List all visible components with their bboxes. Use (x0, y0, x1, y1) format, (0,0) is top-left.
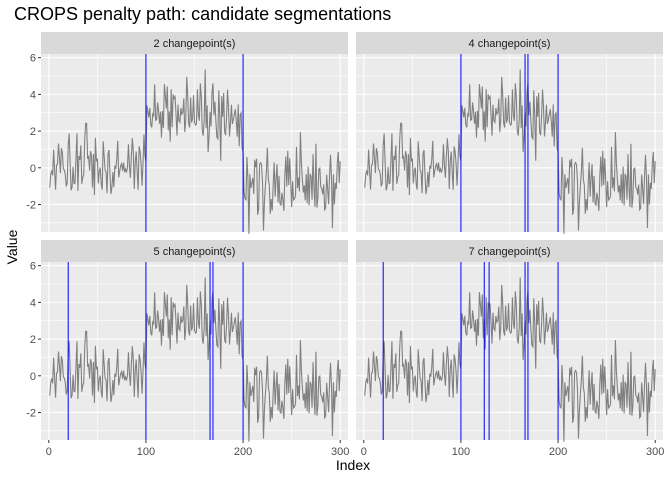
y-tick-label: 0 (30, 163, 36, 175)
y-tick-label: 4 (30, 89, 36, 101)
x-tick-label: 0 (361, 446, 367, 458)
series-line (49, 277, 341, 442)
y-tick-label: -2 (26, 407, 36, 419)
y-tick-label: 2 (30, 126, 36, 138)
series-line (364, 69, 656, 234)
x-tick-label: 100 (452, 446, 470, 458)
facet-panel: 4 changepoint(s) (356, 32, 663, 234)
facet-panel: 5 changepoint(s) -2 0 2 4 6 0 100 200 300 (26, 240, 349, 458)
x-axis-title: Index (336, 457, 370, 473)
facet-strip (356, 240, 663, 262)
y-axis-title: Value (4, 229, 20, 264)
y-tick-label: 4 (30, 297, 36, 309)
chart-title: CROPS penalty path: candidate segmentati… (14, 4, 391, 24)
facet-panel: 2 changepoint(s) -2 0 2 4 6 (26, 32, 348, 234)
facet-strip (41, 32, 348, 54)
x-tick-label: 300 (646, 446, 664, 458)
x-tick-label: 300 (331, 446, 349, 458)
series-line (49, 69, 341, 234)
series-line (364, 277, 656, 442)
facet-strip-label: 5 changepoint(s) (154, 246, 236, 258)
y-tick-label: 0 (30, 371, 36, 383)
facet-strip-label: 4 changepoint(s) (469, 38, 551, 50)
y-tick-label: 2 (30, 334, 36, 346)
x-tick-label: 100 (137, 446, 155, 458)
y-tick-label: -2 (26, 199, 36, 211)
x-tick-label: 0 (46, 446, 52, 458)
facet-strip (356, 32, 663, 54)
y-tick-label: 6 (30, 53, 36, 65)
facet-panels: 2 changepoint(s) -2 0 2 4 6 4 changepoint(s) 5 … (26, 32, 664, 458)
facet-strip-label: 2 changepoint(s) (154, 38, 236, 50)
x-tick-label: 200 (234, 446, 252, 458)
facet-strip (41, 240, 348, 262)
x-tick-label: 200 (549, 446, 567, 458)
y-tick-label: 6 (30, 261, 36, 273)
facet-panel: 7 changepoint(s) 0 100 200 300 (356, 240, 664, 458)
facet-strip-label: 7 changepoint(s) (469, 246, 551, 258)
